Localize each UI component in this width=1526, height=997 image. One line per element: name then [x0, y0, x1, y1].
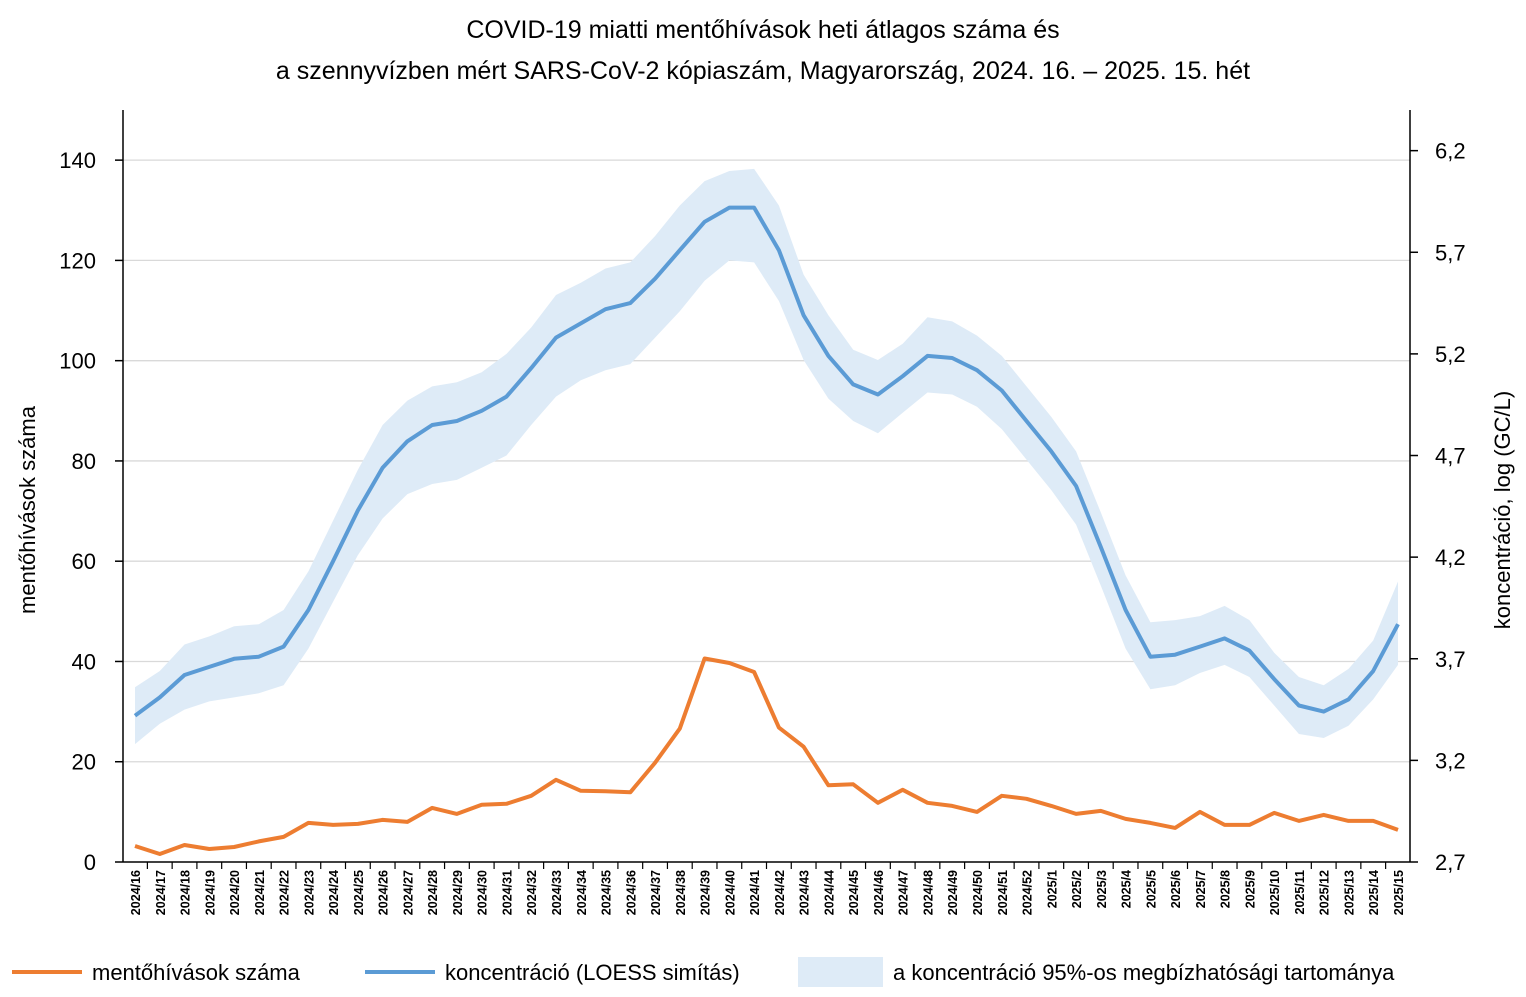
- y2-tick-label: 4,2: [1435, 545, 1466, 570]
- x-tick-label: 2024/23: [302, 870, 316, 915]
- x-tick-label: 2024/30: [476, 870, 490, 915]
- legend-label-concentration: koncentráció (LOESS simítás): [445, 960, 740, 985]
- x-tick-label: 2025/1: [1045, 870, 1059, 908]
- left-axis-ticks: 0 20 40 60 80 100 120 140: [59, 148, 123, 875]
- x-tick-label: 2024/43: [798, 870, 812, 915]
- chart-subtitle: a szennyvízben mért SARS-CoV-2 kópiaszám…: [276, 57, 1250, 85]
- x-tick-label: 2024/25: [352, 870, 366, 915]
- x-tick-label: 2024/28: [426, 870, 440, 915]
- x-tick-label: 2024/48: [922, 870, 936, 915]
- x-tick-label: 2024/32: [525, 870, 539, 915]
- y2-axis-label: koncentráció, log (GC/L): [1490, 391, 1515, 629]
- x-tick-label: 2024/31: [501, 870, 515, 915]
- x-tick-label: 2025/12: [1318, 870, 1332, 915]
- x-tick-label: 2025/8: [1219, 870, 1233, 908]
- confidence-band-area: [135, 168, 1398, 745]
- x-tick-label: 2024/42: [773, 870, 787, 915]
- concentration-line: [133, 205, 1400, 718]
- y-tick-label: 60: [72, 549, 96, 574]
- x-tick-label: 2025/3: [1095, 870, 1109, 908]
- x-tick-label: 2025/10: [1268, 870, 1282, 915]
- y-tick-label: 20: [72, 750, 96, 775]
- x-tick-label: 2025/13: [1343, 870, 1357, 915]
- x-tick-label: 2024/27: [401, 870, 415, 915]
- x-tick-label: 2024/16: [129, 870, 143, 915]
- x-tick-label: 2024/51: [996, 870, 1010, 915]
- y-tick-label: 120: [59, 248, 96, 273]
- x-tick-label: 2024/45: [847, 870, 861, 915]
- x-tick-label: 2024/38: [674, 870, 688, 915]
- x-tick-label: 2024/26: [377, 870, 391, 915]
- x-axis-ticks: 2024/16 2024/17 2024/18 2024/19 2024/20 2024/…: [129, 862, 1406, 915]
- y2-tick-label: 2,7: [1435, 850, 1466, 875]
- legend-swatch-band: [798, 957, 883, 987]
- x-tick-label: 2024/50: [971, 870, 985, 915]
- x-tick-label: 2024/52: [1021, 870, 1035, 915]
- x-tick-label: 2025/5: [1144, 870, 1158, 908]
- y2-tick-label: 3,7: [1435, 647, 1466, 672]
- x-tick-label: 2024/17: [154, 870, 168, 915]
- legend-label-calls: mentőhívások száma: [92, 960, 301, 985]
- x-tick-label: 2024/40: [723, 870, 737, 915]
- x-tick-label: 2024/21: [253, 870, 267, 915]
- x-tick-label: 2025/6: [1169, 870, 1183, 908]
- x-tick-label: 2024/18: [179, 870, 193, 915]
- x-tick-label: 2025/11: [1293, 870, 1307, 915]
- y-tick-label: 0: [84, 850, 96, 875]
- confidence-band: [135, 168, 1398, 745]
- y-tick-label: 40: [72, 649, 96, 674]
- x-tick-label: 2024/46: [872, 870, 886, 915]
- x-tick-label: 2024/44: [822, 870, 836, 915]
- y2-tick-label: 3,2: [1435, 748, 1466, 773]
- y-axis-label: mentőhívások száma: [15, 405, 40, 614]
- chart-title: COVID-19 miatti mentőhívások heti átlago…: [466, 16, 1059, 44]
- x-tick-label: 2025/15: [1392, 870, 1406, 915]
- x-tick-label: 2024/41: [748, 870, 762, 915]
- x-tick-label: 2024/22: [278, 870, 292, 915]
- legend-label-band: a koncentráció 95%-os megbízhatósági tar…: [893, 960, 1395, 985]
- x-tick-label: 2024/47: [897, 870, 911, 915]
- series-lines: [133, 205, 1400, 856]
- calls-line: [134, 656, 1399, 856]
- x-tick-label: 2024/36: [624, 870, 638, 915]
- x-tick-label: 2024/19: [203, 870, 217, 915]
- x-tick-label: 2024/35: [600, 870, 614, 915]
- x-tick-label: 2024/34: [575, 870, 589, 915]
- y2-tick-label: 4,7: [1435, 444, 1466, 469]
- x-tick-label: 2024/29: [451, 870, 465, 915]
- y2-tick-label: 6,2: [1435, 139, 1466, 164]
- y-tick-label: 100: [59, 349, 96, 374]
- x-tick-label: 2024/20: [228, 870, 242, 915]
- x-tick-label: 2024/33: [550, 870, 564, 915]
- x-tick-label: 2025/7: [1194, 870, 1208, 908]
- y2-tick-label: 5,7: [1435, 240, 1466, 265]
- x-tick-label: 2025/14: [1367, 870, 1381, 915]
- x-tick-label: 2024/37: [649, 870, 663, 915]
- y-tick-label: 140: [59, 148, 96, 173]
- x-tick-label: 2025/4: [1120, 870, 1134, 908]
- x-tick-label: 2024/49: [946, 870, 960, 915]
- right-axis-ticks: 2,7 3,2 3,7 4,2 4,7 5,2 5,7 6,2: [1410, 139, 1466, 875]
- x-tick-label: 2024/24: [327, 870, 341, 915]
- legend: mentőhívások száma koncentráció (LOESS s…: [12, 957, 1395, 987]
- y2-tick-label: 5,2: [1435, 342, 1466, 367]
- x-tick-label: 2025/9: [1243, 870, 1257, 908]
- x-tick-label: 2025/2: [1070, 870, 1084, 908]
- x-tick-label: 2024/39: [699, 870, 713, 915]
- y-tick-label: 80: [72, 449, 96, 474]
